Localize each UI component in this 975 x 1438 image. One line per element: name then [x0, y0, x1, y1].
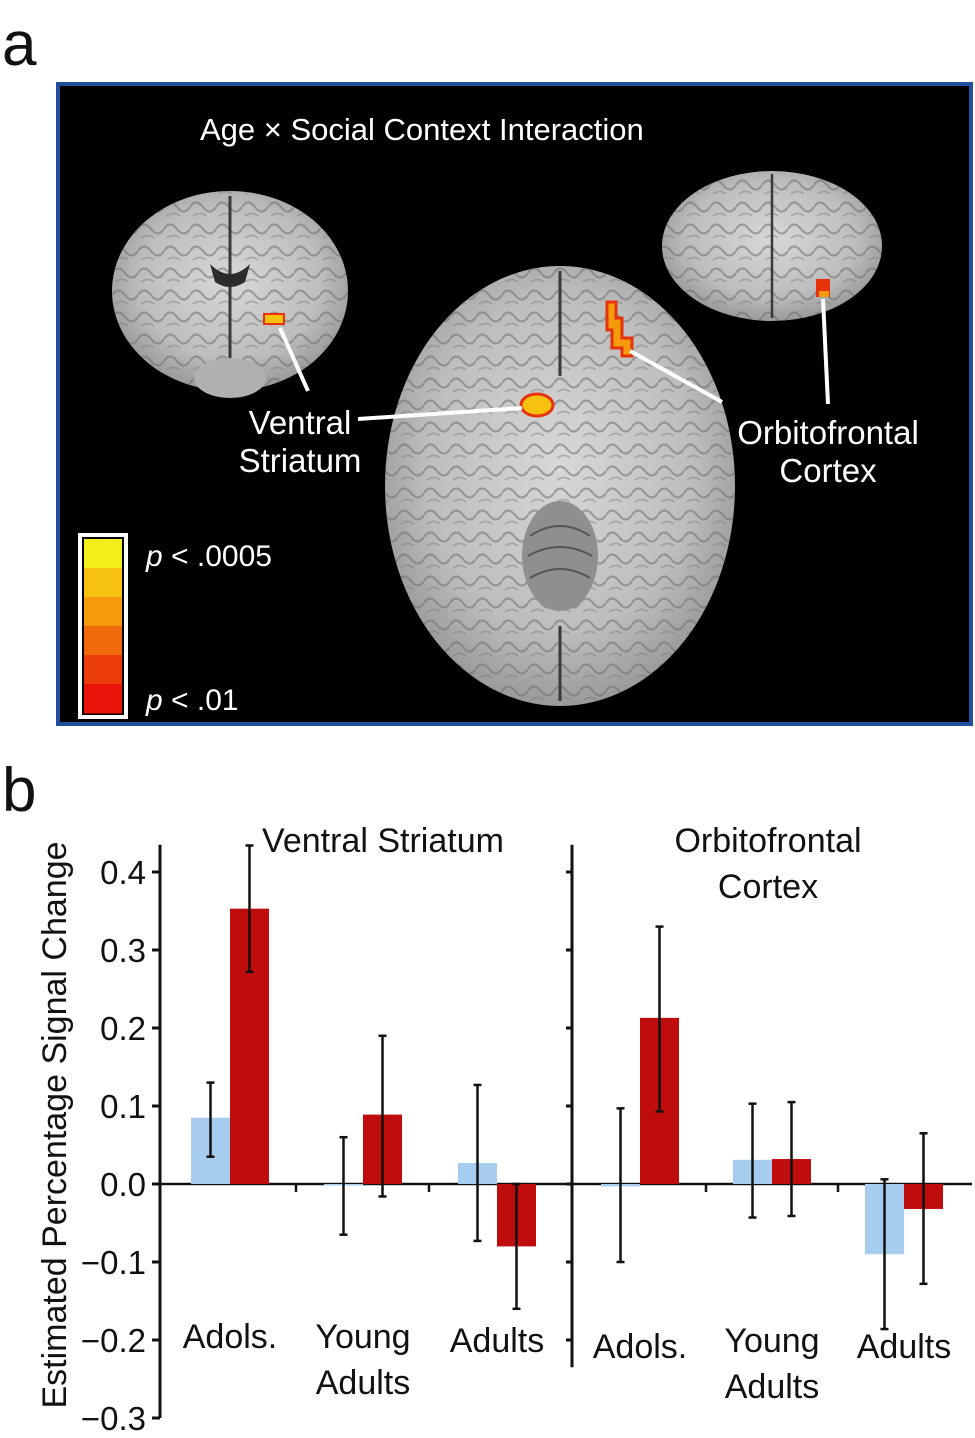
y-tick-label: 0.2 [100, 1010, 146, 1047]
ventral-striatum-subplot: Ventral Striatum Adols. Young Adults Adults [160, 822, 572, 1402]
category-label: Adols. [183, 1318, 278, 1356]
colorbar-swatch [84, 655, 122, 685]
colorbar-bottom-label: p < .01 [145, 684, 239, 717]
category-label: Adults [450, 1322, 545, 1360]
colorbar-swatch [84, 568, 122, 598]
subplot-title: Ventral Striatum [262, 822, 504, 860]
category-label: Adults [725, 1368, 820, 1406]
orbitofrontal-subplot: Orbitofrontal Cortex Adols. Young Adults Adul… [572, 822, 972, 1406]
p-value-colorbar [78, 533, 128, 719]
ventral-striatum-label-line1: Ventral [249, 404, 352, 441]
y-axis-label: Estimated Percentage Signal Change [36, 841, 74, 1408]
brain-image-canvas: Age × Social Context Interaction Ventral… [78, 112, 919, 719]
brain-image-panel: Age × Social Context Interaction Ventral… [56, 82, 973, 726]
y-tick-label: −0.1 [81, 1244, 146, 1281]
ventral-striatum-blob-coronal [263, 313, 285, 325]
category-label: Adols. [593, 1328, 688, 1366]
y-tick-label: 0.1 [100, 1088, 146, 1125]
colorbar-swatch [84, 597, 122, 627]
orbitofrontal-label-line1: Orbitofrontal [737, 414, 919, 451]
ventral-striatum-label-line2: Striatum [239, 442, 362, 479]
brain-figure-title: Age × Social Context Interaction [200, 112, 644, 147]
orbitofrontal-blob-axial [605, 300, 634, 358]
category-label: Young [724, 1322, 819, 1360]
subplot-title: Orbitofrontal [674, 822, 861, 860]
panel-label-b: b [2, 756, 37, 825]
category-label: Adults [857, 1328, 952, 1366]
y-axis-middle [566, 844, 574, 1368]
axial-brain-slice [385, 266, 735, 706]
colorbar-top-label: p < .0005 [145, 540, 272, 573]
y-tick-label: 0.3 [100, 932, 146, 969]
y-axis-left: 0.4 0.3 0.2 0.1 0.0 −0.1 −0.2 −0.3 [81, 844, 162, 1437]
orbitofrontal-label-line2: Cortex [779, 452, 877, 489]
coronal-brain-slice [112, 191, 348, 398]
ventral-striatum-blob-axial [519, 392, 555, 418]
pointer-lines [278, 298, 830, 421]
category-label: Adults [316, 1364, 411, 1402]
colorbar-swatch [84, 684, 122, 714]
y-tick-label: 0.4 [100, 854, 146, 891]
subplot-title: Cortex [718, 868, 818, 906]
y-tick-label: −0.3 [81, 1400, 146, 1437]
colorbar-swatch [84, 539, 122, 569]
y-tick-label: −0.2 [81, 1322, 146, 1359]
category-label: Young [315, 1318, 410, 1356]
y-tick-label: 0.0 [100, 1166, 146, 1203]
colorbar-swatch [84, 626, 122, 656]
panel-label-a: a [2, 10, 37, 79]
